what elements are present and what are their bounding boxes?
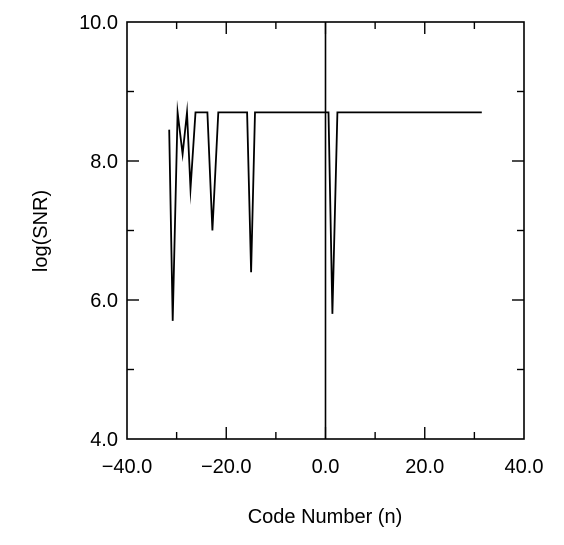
x-tick-label: 40.0 bbox=[505, 456, 544, 478]
x-tick-label: −40.0 bbox=[102, 456, 153, 478]
y-tick-label: 6.0 bbox=[90, 290, 118, 312]
x-tick-label: 20.0 bbox=[405, 456, 444, 478]
x-tick-label: 0.0 bbox=[312, 456, 340, 478]
y-axis-title: log(SNR) bbox=[30, 190, 52, 272]
x-tick-labels: −40.0 −20.0 0.0 20.0 40.0 bbox=[102, 456, 544, 478]
y-tick-label: 10.0 bbox=[79, 12, 118, 34]
series-line bbox=[168, 99, 482, 321]
series-group bbox=[168, 99, 482, 321]
y-tick-labels: 4.0 6.0 8.0 10.0 bbox=[79, 12, 118, 451]
x-tick-label: −20.0 bbox=[201, 456, 252, 478]
axis-ticks bbox=[127, 22, 524, 439]
y-tick-label: 4.0 bbox=[90, 429, 118, 451]
y-tick-label: 8.0 bbox=[90, 151, 118, 173]
x-axis-title: Code Number (n) bbox=[248, 506, 403, 528]
